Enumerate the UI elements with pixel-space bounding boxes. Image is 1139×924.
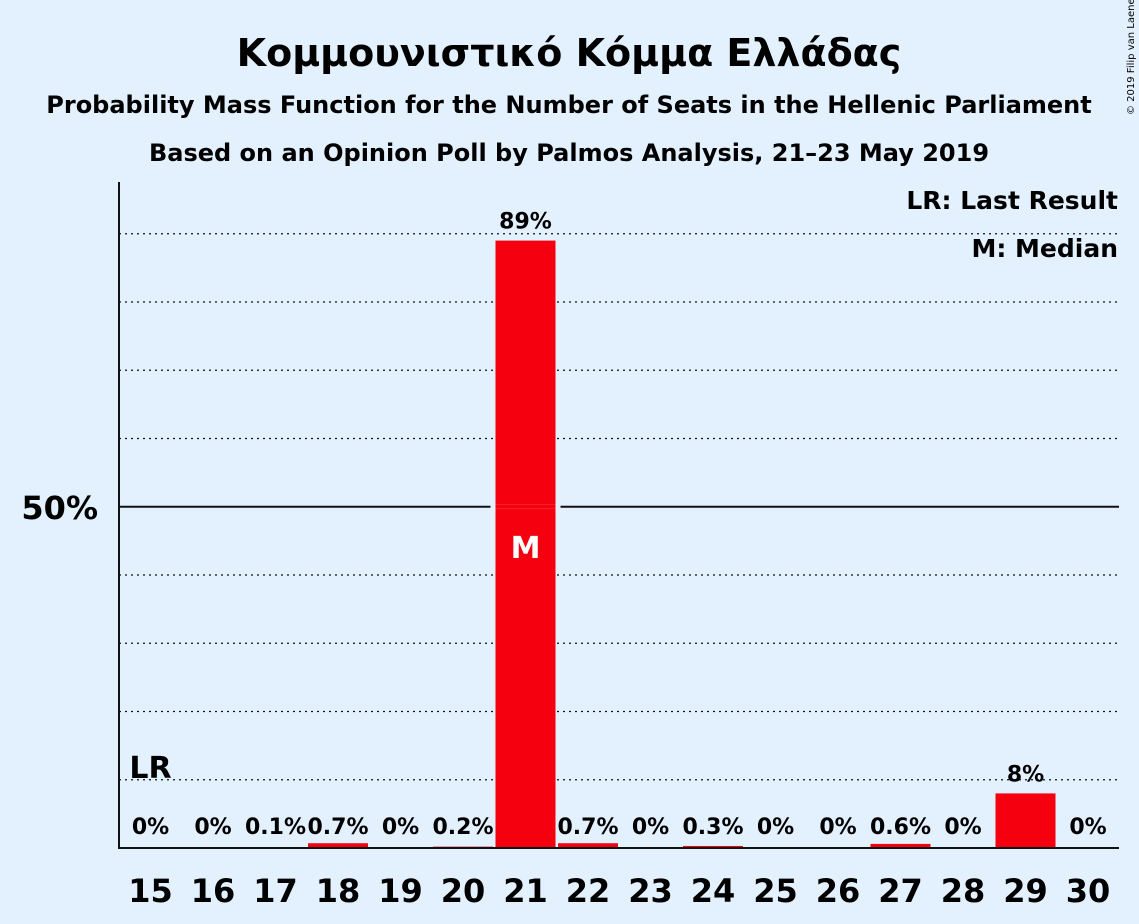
x-tick-17: 17 <box>253 872 298 910</box>
x-tick-30: 30 <box>1066 872 1111 910</box>
data-label-21: 89% <box>499 210 552 235</box>
bar-18 <box>308 843 368 848</box>
bar-27 <box>870 843 931 848</box>
y-axis-ticks: 50% <box>21 489 98 527</box>
data-label-29: 8% <box>1007 762 1044 787</box>
bar-22 <box>558 843 618 848</box>
data-label-30: 0% <box>1069 815 1106 840</box>
gridlines <box>119 233 1119 781</box>
x-tick-16: 16 <box>191 872 236 910</box>
copyright-notice: © 2019 Filip van Laenen <box>1126 0 1137 115</box>
x-tick-25: 25 <box>753 872 798 910</box>
chart-subtitle: Probability Mass Function for the Number… <box>46 91 1091 119</box>
data-label-23: 0% <box>632 815 669 840</box>
x-tick-22: 22 <box>566 872 611 910</box>
data-label-28: 0% <box>944 815 981 840</box>
data-labels: 0% 0% 0.1% 0.7% 0% 0.2%89%0.7% 0% 0.3% 0% 0% 0.6% 0… <box>129 210 1106 840</box>
data-label-20: 0.2% <box>432 815 493 840</box>
data-label-15: 0% <box>132 815 169 840</box>
chart-source: Based on an Opinion Poll by Palmos Analy… <box>149 139 989 167</box>
legend-median: M: Median <box>971 234 1118 263</box>
data-label-25: 0% <box>757 815 794 840</box>
data-label-26: 0% <box>819 815 856 840</box>
chart-title: Κομμουνιστικό Κόμμα Ελλάδας <box>237 31 902 75</box>
x-tick-26: 26 <box>816 872 861 910</box>
bar-21 <box>495 240 556 848</box>
x-tick-21: 21 <box>503 872 548 910</box>
x-tick-18: 18 <box>316 872 361 910</box>
legend-last-result: LR: Last Result <box>906 186 1118 215</box>
x-axis-ticks: 15 16 17 18 19 20 21 22 23 24 25 26 27 28 29 30 <box>128 872 1110 910</box>
bar-24 <box>683 845 743 848</box>
data-label-24: 0.3% <box>682 815 743 840</box>
bars <box>245 240 1056 848</box>
x-tick-24: 24 <box>691 872 736 910</box>
x-tick-20: 20 <box>441 872 486 910</box>
x-tick-29: 29 <box>1003 872 1048 910</box>
x-tick-27: 27 <box>878 872 923 910</box>
last-result-marker: LR <box>129 751 171 786</box>
median-bar-fill <box>495 504 556 509</box>
data-label-19: 0% <box>382 815 419 840</box>
y-tick-label: 50% <box>21 489 98 527</box>
median-marker: M <box>511 531 541 566</box>
data-label-17: 0.1% <box>245 815 306 840</box>
bar-29 <box>995 793 1056 848</box>
x-tick-15: 15 <box>128 872 173 910</box>
data-label-18: 0.7% <box>307 815 368 840</box>
x-tick-19: 19 <box>378 872 423 910</box>
data-label-27: 0.6% <box>870 815 931 840</box>
data-label-16: 0% <box>194 815 231 840</box>
x-tick-28: 28 <box>941 872 986 910</box>
x-tick-23: 23 <box>628 872 673 910</box>
data-label-22: 0.7% <box>557 815 618 840</box>
